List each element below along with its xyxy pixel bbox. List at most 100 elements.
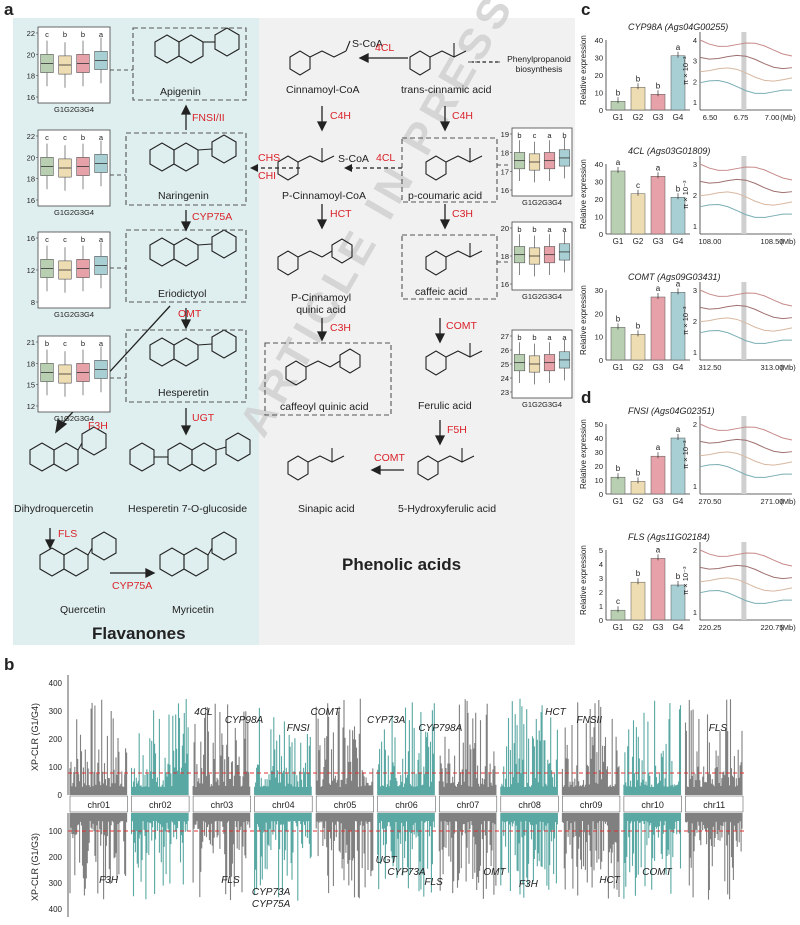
gene-label-top: CYP798A <box>418 723 462 734</box>
y-tick-label: 26 <box>501 346 509 355</box>
y-tick-label: 300 <box>49 707 63 716</box>
enzyme-comt-2: COMT <box>374 452 405 464</box>
x-tick-label: 6.50 <box>703 113 718 122</box>
chromosome-box <box>192 795 251 813</box>
y-tick-label: 10 <box>595 89 603 98</box>
significance-letter: a <box>547 333 552 342</box>
xpclr-signal-bottom-chr11 <box>684 813 743 900</box>
significance-letter: a <box>562 333 567 342</box>
flavanones-title: Flavanones <box>92 624 186 643</box>
diversity-line <box>699 304 793 320</box>
pi-axis-label: π × 10⁻³ <box>681 306 690 335</box>
significance-letter: a <box>547 225 552 234</box>
x-tick-label: G1 <box>613 497 624 506</box>
enzyme-f5h: F5H <box>447 424 467 436</box>
y-tick-label: 100 <box>49 827 63 836</box>
boxplot-right-1: 20 18 16 b b a a G1G2G3G4 <box>501 221 573 301</box>
gene-label-top: FNSI <box>287 723 310 734</box>
compound-hydroxyferulic: 5-Hydroxyferulic acid <box>398 503 497 515</box>
gene-label-bottom: UGT <box>376 855 398 866</box>
gene-label-top: CYP98A <box>225 715 264 726</box>
xpclr-signal-top-chr05 <box>315 698 374 795</box>
y-axis-label: Relative expression <box>579 35 588 105</box>
y-tick-label: 18 <box>27 72 35 81</box>
chromosome-box <box>439 795 498 813</box>
chromosome-label: chr08 <box>518 800 541 810</box>
y-tick-label: 0 <box>599 230 603 239</box>
compound-quercetin: Quercetin <box>60 604 106 616</box>
x-tick-label: G4 <box>673 623 684 632</box>
diversity-line <box>699 590 792 604</box>
diversity-line <box>699 564 793 580</box>
x-tick-label: G1 <box>613 623 624 632</box>
enzyme-c4h-1: C4H <box>330 110 352 122</box>
expression-panel-c-2: COMT (Ags09G03431)Relative expression 302… <box>579 272 796 372</box>
bar-G1 <box>610 476 626 495</box>
compound-myricetin: Myricetin <box>172 604 215 616</box>
compound-scoa-2: S-CoA <box>338 153 369 165</box>
group-labels: G1G2G3G4 <box>522 292 562 301</box>
gene-label-bottom: FLS <box>221 875 240 886</box>
group-labels: G1G2G3G4 <box>54 414 94 423</box>
compound-naringenin: Naringenin <box>158 190 209 202</box>
x-tick-label: 220.25 <box>699 623 722 632</box>
significance-letter: a <box>99 133 104 142</box>
chromosome-label: chr07 <box>457 800 480 810</box>
chromosome-label: chr05 <box>334 800 357 810</box>
xpclr-signal-top-chr08 <box>500 698 558 795</box>
bar-G2 <box>630 193 646 235</box>
y-axis-label-bottom: XP-CLR (G1/G3) <box>30 833 40 901</box>
significance-letter: b <box>616 88 621 97</box>
x-tick-label: G2 <box>633 623 644 632</box>
group-labels: G1G2G3G4 <box>522 198 562 207</box>
y-tick-label: 8 <box>31 298 35 307</box>
xpclr-signal-bottom-chr09 <box>561 813 620 899</box>
metabolite-boxplots: 22 20 18 16 c b b a G1G2G3G4 22 20 18 16 c c b a G1G2G3G4… <box>27 26 573 423</box>
y-tick-label: 400 <box>49 905 63 914</box>
gene-title: FNSI (Ags04G02351) <box>628 406 715 416</box>
chromosome-box <box>623 795 682 813</box>
x-tick-label: 220.75 <box>761 623 784 632</box>
pathway-diagram <box>29 27 510 579</box>
significance-letter: b <box>63 30 67 39</box>
y-tick-label: 16 <box>501 186 509 195</box>
apigenin-structure <box>154 27 240 64</box>
significance-letter: b <box>676 184 681 193</box>
significance-letter: a <box>562 225 567 234</box>
y-tick-label: 17 <box>501 167 509 176</box>
xpclr-manhattan-plot: XP-CLR (G1/G4) XP-CLR (G1/G3) 400 300 200 100… <box>30 675 745 917</box>
enzyme-hct: HCT <box>330 208 352 220</box>
gene-title: 4CL (Ags03G01809) <box>628 146 710 156</box>
significance-letter: c <box>533 131 537 140</box>
y-axis-label: Relative expression <box>579 285 588 355</box>
boxplot-left-2: 16 12 8 c c b a G1G2G3G4 <box>27 231 111 319</box>
gene-label-bottom: COMT <box>642 867 672 878</box>
compound-hesperetin-glucoside: Hesperetin 7-O-glucoside <box>128 503 248 515</box>
significance-letter: b <box>562 131 566 140</box>
y-tick-label: 23 <box>501 388 509 397</box>
significance-letter: b <box>636 569 641 578</box>
phenolic-acids-title: Phenolic acids <box>342 555 462 574</box>
gene-label-bottom: CYP75A <box>252 899 291 910</box>
enzyme-f3h: F3H <box>88 420 108 432</box>
compound-p-cinnamoyl-coa: P-Cinnamoyl-CoA <box>282 190 367 202</box>
expression-panel-c-0: CYP98A (Ags04G00255) Relative expression 4… <box>579 22 796 122</box>
chromosome-label: chr11 <box>703 800 725 810</box>
bar-G1 <box>610 327 626 361</box>
chromosome-label: chr03 <box>211 800 234 810</box>
x-tick-label: 271.00 <box>761 497 784 506</box>
x-tick-label: G2 <box>633 237 644 246</box>
pi-tick-label: 2 <box>693 317 697 326</box>
expression-diversity-charts: CYP98A (Ags04G00255) Relative expression 4… <box>579 22 796 632</box>
compound-ferulic: Ferulic acid <box>418 400 472 412</box>
gene-label-bottom: F3H <box>519 879 539 890</box>
diversity-line <box>699 80 793 94</box>
xpclr-signal-bottom-chr02 <box>130 813 189 900</box>
gene-position-band <box>741 282 747 360</box>
pi-tick-label: 3 <box>693 286 697 295</box>
bar-G2 <box>630 87 646 111</box>
x-unit-label: (Mb) <box>780 237 796 246</box>
gene-label-top: FNSII <box>577 715 603 726</box>
chromosome-box <box>254 795 313 813</box>
panel-label-b: b <box>4 655 15 674</box>
